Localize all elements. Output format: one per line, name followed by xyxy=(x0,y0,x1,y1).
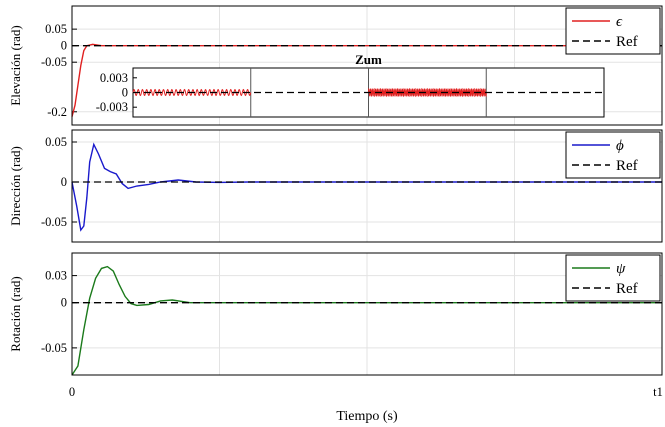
x-axis-label: Tiempo (s) xyxy=(336,409,398,424)
y-tick-label: 0.05 xyxy=(45,22,67,36)
legend-box xyxy=(565,254,661,302)
series-line xyxy=(71,265,662,376)
y-axis-label: Elevación (rad) xyxy=(8,25,23,105)
y-tick-label: 0 xyxy=(61,175,67,189)
y-tick-label: 0 xyxy=(61,39,67,53)
y-tick-label: 0.03 xyxy=(45,269,67,283)
y-tick-label: -0.05 xyxy=(41,341,67,355)
legend-label: Ref xyxy=(616,158,638,174)
zoom-title: Zum xyxy=(355,52,382,67)
legend-box xyxy=(565,7,661,55)
legend-label: ϵ xyxy=(616,14,623,30)
y-axis-label: Rotación (rad) xyxy=(8,276,23,351)
axes-frame xyxy=(71,5,663,126)
inset-y-tick-label: 0.003 xyxy=(100,71,128,85)
y-axis-label: Dirección (rad) xyxy=(8,146,23,226)
legend-label: ψ xyxy=(616,261,626,277)
axes-frame xyxy=(71,129,663,243)
axes-frame xyxy=(71,252,663,376)
legend-label: Ref xyxy=(616,281,638,297)
y-tick-label: -0.05 xyxy=(41,215,67,229)
inset-y-tick-label: 0 xyxy=(122,86,128,100)
y-tick-label: -0.2 xyxy=(47,105,67,119)
series-line xyxy=(71,142,662,232)
y-tick-label: 0.05 xyxy=(45,135,67,149)
y-tick-label: 0 xyxy=(61,296,67,310)
y-tick-label: -0.05 xyxy=(41,55,67,69)
legend-label: Ref xyxy=(616,34,638,50)
legend-label: ϕ xyxy=(616,138,624,154)
inset-y-tick-label: -0.003 xyxy=(96,100,128,114)
inset-oscillation xyxy=(368,87,487,98)
legend-box xyxy=(565,131,661,179)
x-tick-label: 0 xyxy=(69,385,75,399)
x-tick-label: t1 xyxy=(653,385,663,399)
